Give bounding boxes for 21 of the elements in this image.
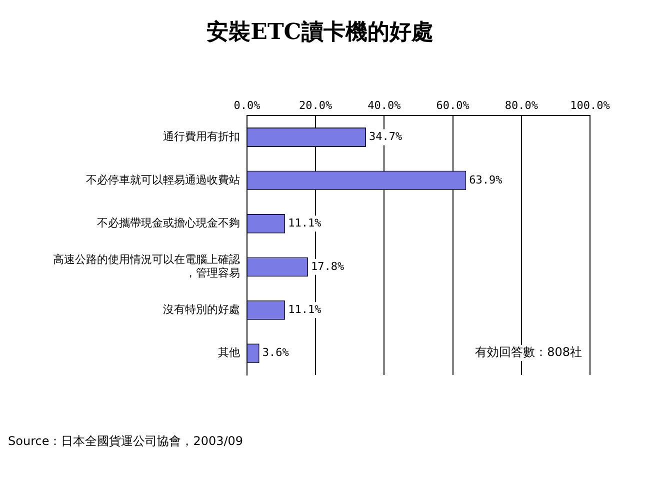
- y-tick-label: 不必停車就可以輕易通過收費站: [86, 173, 240, 186]
- data-label: 63.9%: [469, 173, 503, 186]
- x-tick-label: 40.0%: [368, 98, 402, 112]
- data-label: 34.7%: [369, 130, 403, 144]
- annotation: 有効回答數：808社: [475, 345, 582, 360]
- data-label: 11.1%: [288, 216, 322, 230]
- source-note: Source：日本全國貨運公司協會，2003/09: [8, 434, 244, 448]
- x-tick-label: 20.0%: [299, 98, 333, 112]
- chart-title: 安裝ETC讀卡機的好處: [206, 18, 434, 45]
- x-tick-label: 60.0%: [436, 98, 470, 112]
- y-tick-label: 其他: [218, 346, 240, 360]
- y-tick-label: 通行費用有折扣: [163, 130, 240, 144]
- data-label: 17.8%: [311, 260, 345, 273]
- x-tick-label: 0.0%: [234, 98, 261, 112]
- x-tick-label: 100.0%: [570, 98, 610, 112]
- y-tick-label: 沒有特別的好處: [163, 303, 240, 316]
- data-label: 3.6%: [262, 346, 290, 360]
- data-label: 11.1%: [288, 303, 322, 316]
- y-tick-label: 高速公路的使用情況可以在電腦上確認，管理容易: [53, 253, 240, 280]
- x-tick-label: 80.0%: [504, 98, 538, 112]
- y-tick-label: 不必攜帶現金或擔心現金不夠: [97, 216, 240, 230]
